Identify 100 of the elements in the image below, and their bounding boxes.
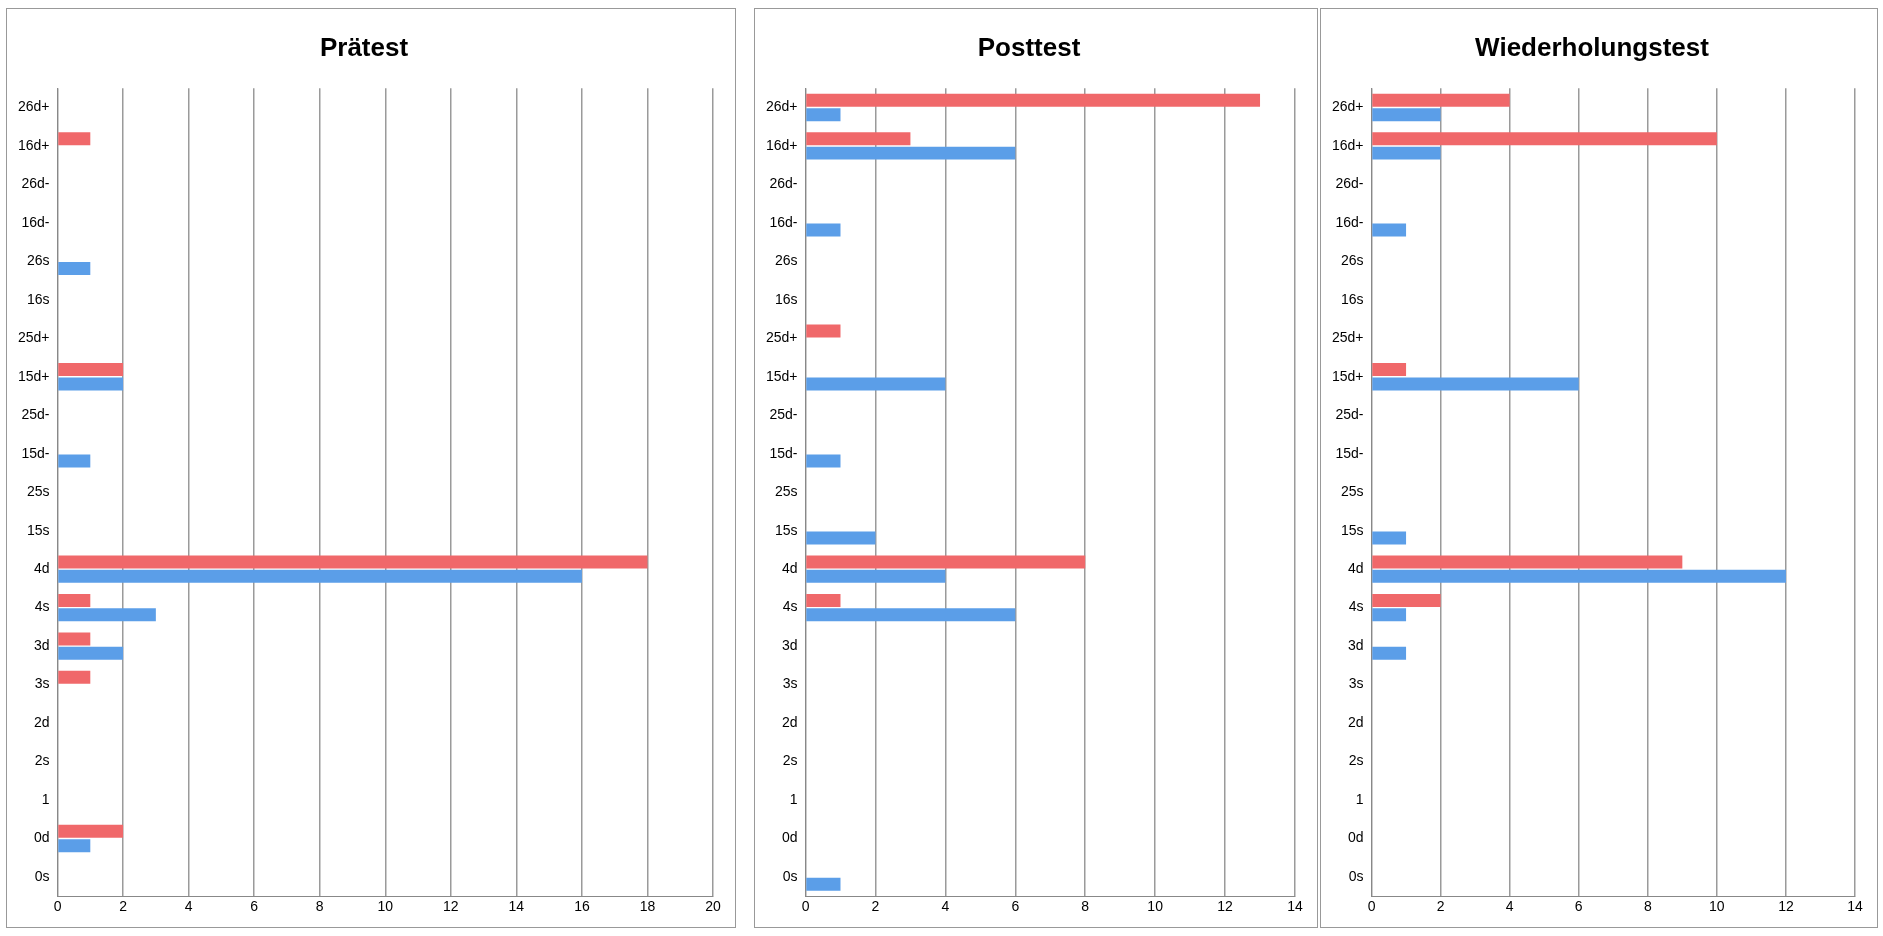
- bar: [58, 824, 124, 838]
- y-tick-label: 15s: [774, 521, 798, 538]
- bar: [1372, 555, 1683, 569]
- bar: [806, 454, 841, 468]
- y-tick-label: 25d+: [765, 329, 798, 346]
- y-tick-label: 15d-: [21, 444, 50, 461]
- bar: [1372, 132, 1717, 146]
- x-tick-label: 0: [1367, 898, 1376, 915]
- y-tick-label: 25d-: [1335, 406, 1364, 423]
- y-tick-label: 3d: [781, 636, 798, 653]
- y-tick-label: 26d-: [21, 175, 50, 192]
- bar: [58, 670, 91, 684]
- x-tick-label: 18: [639, 898, 656, 915]
- bar: [806, 324, 841, 338]
- bar: [58, 593, 91, 607]
- x-tick-label: 2: [1436, 898, 1445, 915]
- bar: [58, 132, 91, 146]
- y-tick-label: 16s: [1340, 290, 1364, 307]
- x-tick-label: 4: [184, 898, 193, 915]
- y-tick-label: 1: [1355, 790, 1364, 807]
- y-tick-label: 25s: [26, 483, 50, 500]
- x-tick-label: 8: [1081, 898, 1090, 915]
- bar: [58, 632, 91, 646]
- x-tick-label: 0: [801, 898, 810, 915]
- bar: [806, 569, 946, 583]
- y-tick-label: 0d: [781, 829, 798, 846]
- y-tick-label: 25d-: [769, 406, 798, 423]
- x-tick-label: 14: [1287, 898, 1303, 915]
- y-tick-label: 2d: [33, 713, 50, 730]
- y-tick-label: 0s: [1348, 867, 1364, 884]
- x-tick-label: 10: [1709, 898, 1725, 915]
- bar: [58, 262, 91, 276]
- y-tick-label: 16d+: [765, 136, 798, 153]
- bar: [58, 608, 156, 622]
- y-tick-label: 15s: [1340, 521, 1364, 538]
- bar: [1372, 531, 1407, 545]
- y-tick-label: 25s: [1340, 483, 1364, 500]
- bar: [1372, 93, 1510, 107]
- y-tick-label: 0d: [1347, 829, 1364, 846]
- y-tick-label: 26d-: [1335, 175, 1364, 192]
- x-tick-label: 2: [871, 898, 880, 915]
- bar: [58, 569, 582, 583]
- bar: [806, 877, 841, 891]
- bar: [58, 839, 91, 853]
- y-tick-label: 0d: [33, 829, 50, 846]
- x-tick-label: 4: [1505, 898, 1514, 915]
- x-tick-label: 4: [941, 898, 950, 915]
- bar: [58, 363, 124, 377]
- bar: [806, 108, 841, 122]
- bar: [806, 93, 1261, 107]
- y-tick-label: 26s: [774, 252, 798, 269]
- x-tick-label: 10: [377, 898, 394, 915]
- y-tick-label: 25d-: [21, 406, 50, 423]
- bar: [1372, 223, 1407, 237]
- y-tick-label: 4d: [781, 560, 798, 577]
- y-tick-label: 2d: [1347, 713, 1364, 730]
- x-tick-label: 6: [1011, 898, 1020, 915]
- bar: [806, 531, 876, 545]
- y-tick-label: 15d+: [765, 367, 798, 384]
- bar: [806, 608, 1016, 622]
- bar: [1372, 108, 1441, 122]
- y-tick-label: 15d+: [1331, 367, 1364, 384]
- y-tick-label: 2d: [781, 713, 798, 730]
- bar: [58, 646, 124, 660]
- x-tick-label: 16: [574, 898, 590, 915]
- y-tick-label: 15d-: [769, 444, 798, 461]
- bar: [806, 377, 946, 391]
- y-tick-label: 26d+: [17, 98, 50, 115]
- y-tick-label: 26d-: [769, 175, 798, 192]
- x-tick-label: 8: [315, 898, 324, 915]
- y-tick-label: 1: [789, 790, 798, 807]
- y-tick-label: 1: [41, 790, 50, 807]
- y-tick-label: 16d-: [21, 213, 50, 230]
- y-tick-label: 3s: [782, 675, 798, 692]
- bar: [806, 146, 1016, 160]
- y-tick-label: 26s: [26, 252, 50, 269]
- x-tick-label: 12: [1778, 898, 1794, 915]
- bar: [1372, 146, 1441, 160]
- y-tick-label: 15d+: [17, 367, 50, 384]
- bar: [1372, 646, 1407, 660]
- y-tick-label: 4s: [1348, 598, 1364, 615]
- bar: [1372, 363, 1407, 377]
- y-tick-label: 25d+: [1331, 329, 1364, 346]
- y-tick-label: 2s: [1348, 752, 1364, 769]
- y-tick-label: 3d: [33, 636, 50, 653]
- x-tick-label: 8: [1643, 898, 1652, 915]
- bar: [806, 132, 911, 146]
- y-tick-label: 25d+: [17, 329, 50, 346]
- chart-title: Posttest: [977, 31, 1081, 62]
- y-tick-label: 2s: [34, 752, 50, 769]
- bar: [806, 223, 841, 237]
- bar: [1372, 569, 1786, 583]
- y-tick-label: 16s: [774, 290, 798, 307]
- y-tick-label: 26s: [1340, 252, 1364, 269]
- y-tick-label: 16d-: [769, 213, 798, 230]
- x-tick-label: 12: [443, 898, 459, 915]
- bar: [806, 555, 1086, 569]
- bar: [1372, 593, 1441, 607]
- bar: [806, 593, 841, 607]
- x-tick-label: 0: [53, 898, 62, 915]
